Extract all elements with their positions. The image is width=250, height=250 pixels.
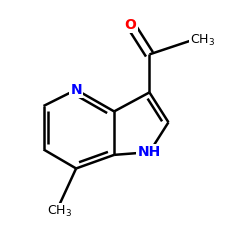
Text: N: N (70, 83, 82, 97)
Text: CH$_3$: CH$_3$ (47, 204, 72, 219)
Text: NH: NH (138, 145, 161, 159)
Text: CH$_3$: CH$_3$ (190, 33, 215, 48)
Text: O: O (124, 18, 136, 32)
